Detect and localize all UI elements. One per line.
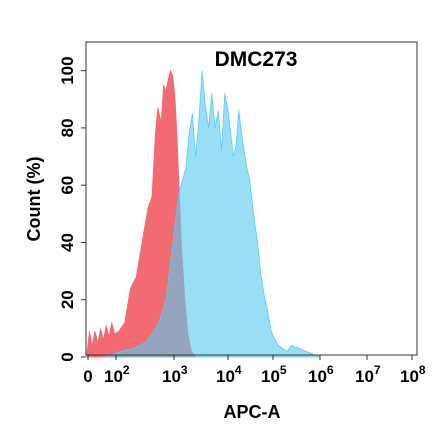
y-tick-label: 20 xyxy=(58,290,77,309)
y-tick-label: 0 xyxy=(58,352,77,361)
chart-title: DMC273 xyxy=(215,48,298,71)
y-tick-label: 80 xyxy=(58,118,77,137)
x-tick-label: 104 xyxy=(216,363,242,386)
y-tick-label: 40 xyxy=(58,233,77,252)
x-tick-label: 105 xyxy=(261,363,287,386)
x-tick-label: 108 xyxy=(400,363,426,386)
y-axis-ticks: 0 20 40 60 80 100 xyxy=(58,56,86,362)
y-tick-label: 60 xyxy=(58,176,77,195)
x-axis-ticks: 0 102 103 104 105 106 107 108 xyxy=(83,355,426,386)
x-tick-label: 107 xyxy=(355,363,381,386)
y-tick-label: 100 xyxy=(58,56,77,84)
series-2-area xyxy=(104,70,321,358)
y-axis-title: Count (%) xyxy=(24,157,44,242)
series-layer xyxy=(86,69,321,358)
x-tick-label: 102 xyxy=(104,363,130,386)
plot-frame xyxy=(85,41,418,356)
x-axis-title: APC-A xyxy=(224,402,281,422)
x-tick-label: 106 xyxy=(308,363,334,386)
x-tick-label: 103 xyxy=(162,363,188,386)
x-tick-label: 0 xyxy=(83,367,92,386)
